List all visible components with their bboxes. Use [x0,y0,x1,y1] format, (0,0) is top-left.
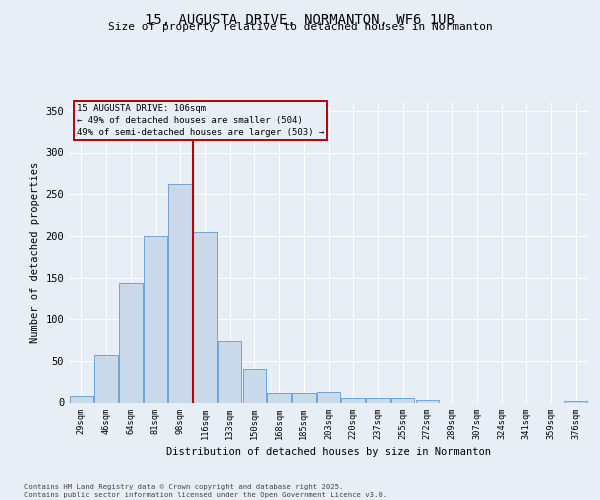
Bar [391,398,415,402]
Y-axis label: Number of detached properties: Number of detached properties [30,162,40,343]
Bar [70,396,93,402]
Bar [317,392,340,402]
Text: 15, AUGUSTA DRIVE, NORMANTON, WF6 1UB: 15, AUGUSTA DRIVE, NORMANTON, WF6 1UB [145,12,455,26]
Bar [268,394,291,402]
Bar [169,184,192,402]
Bar [564,401,587,402]
Bar [242,369,266,402]
Bar [218,341,241,402]
Bar [144,236,167,402]
Text: 15 AUGUSTA DRIVE: 106sqm
← 49% of detached houses are smaller (504)
49% of semi-: 15 AUGUSTA DRIVE: 106sqm ← 49% of detach… [77,104,324,136]
Bar [416,400,439,402]
X-axis label: Distribution of detached houses by size in Normanton: Distribution of detached houses by size … [166,447,491,457]
Bar [341,398,365,402]
Bar [366,398,389,402]
Bar [94,355,118,403]
Bar [119,282,143,403]
Bar [292,392,316,402]
Bar [193,232,217,402]
Text: Contains HM Land Registry data © Crown copyright and database right 2025.
Contai: Contains HM Land Registry data © Crown c… [24,484,387,498]
Text: Size of property relative to detached houses in Normanton: Size of property relative to detached ho… [107,22,493,32]
